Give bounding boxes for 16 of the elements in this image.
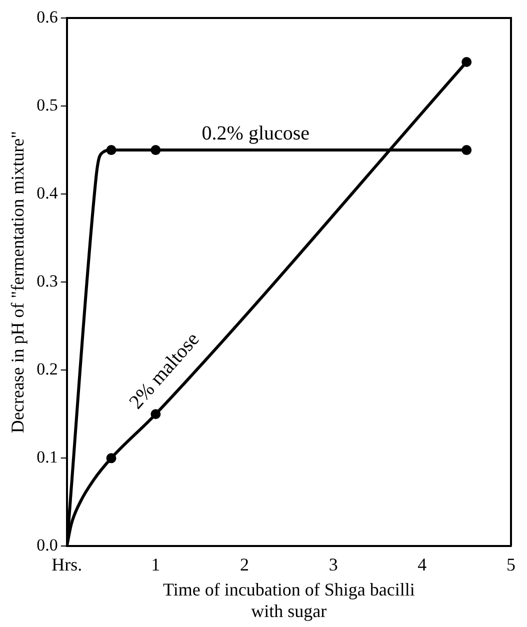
x-tick-label: 1 (151, 554, 160, 575)
y-tick-label: 0.4 (36, 184, 58, 203)
x-tick-label: 3 (328, 554, 338, 575)
y-tick-label: 0.5 (36, 96, 58, 114)
series-label: 0.2% glucose (202, 122, 310, 144)
y-axis-title: Decrease in pH of "fermentation mixture" (8, 131, 28, 434)
y-tick-label: 0.6 (36, 7, 58, 26)
y-tick-label: 0.2 (36, 360, 58, 379)
y-tick-label: 0.0 (36, 536, 58, 555)
y-tick-label: 0.1 (36, 448, 58, 467)
x-tick-label: 2 (240, 554, 250, 575)
x-axis-title: Time of incubation of Shiga bacilli with sugar (163, 579, 415, 621)
x-tick-label: 5 (506, 554, 516, 575)
x-tick-label: 4 (418, 554, 427, 575)
y-tick-label: 0.3 (36, 272, 58, 291)
x-tick-label: Hrs. (52, 554, 82, 575)
